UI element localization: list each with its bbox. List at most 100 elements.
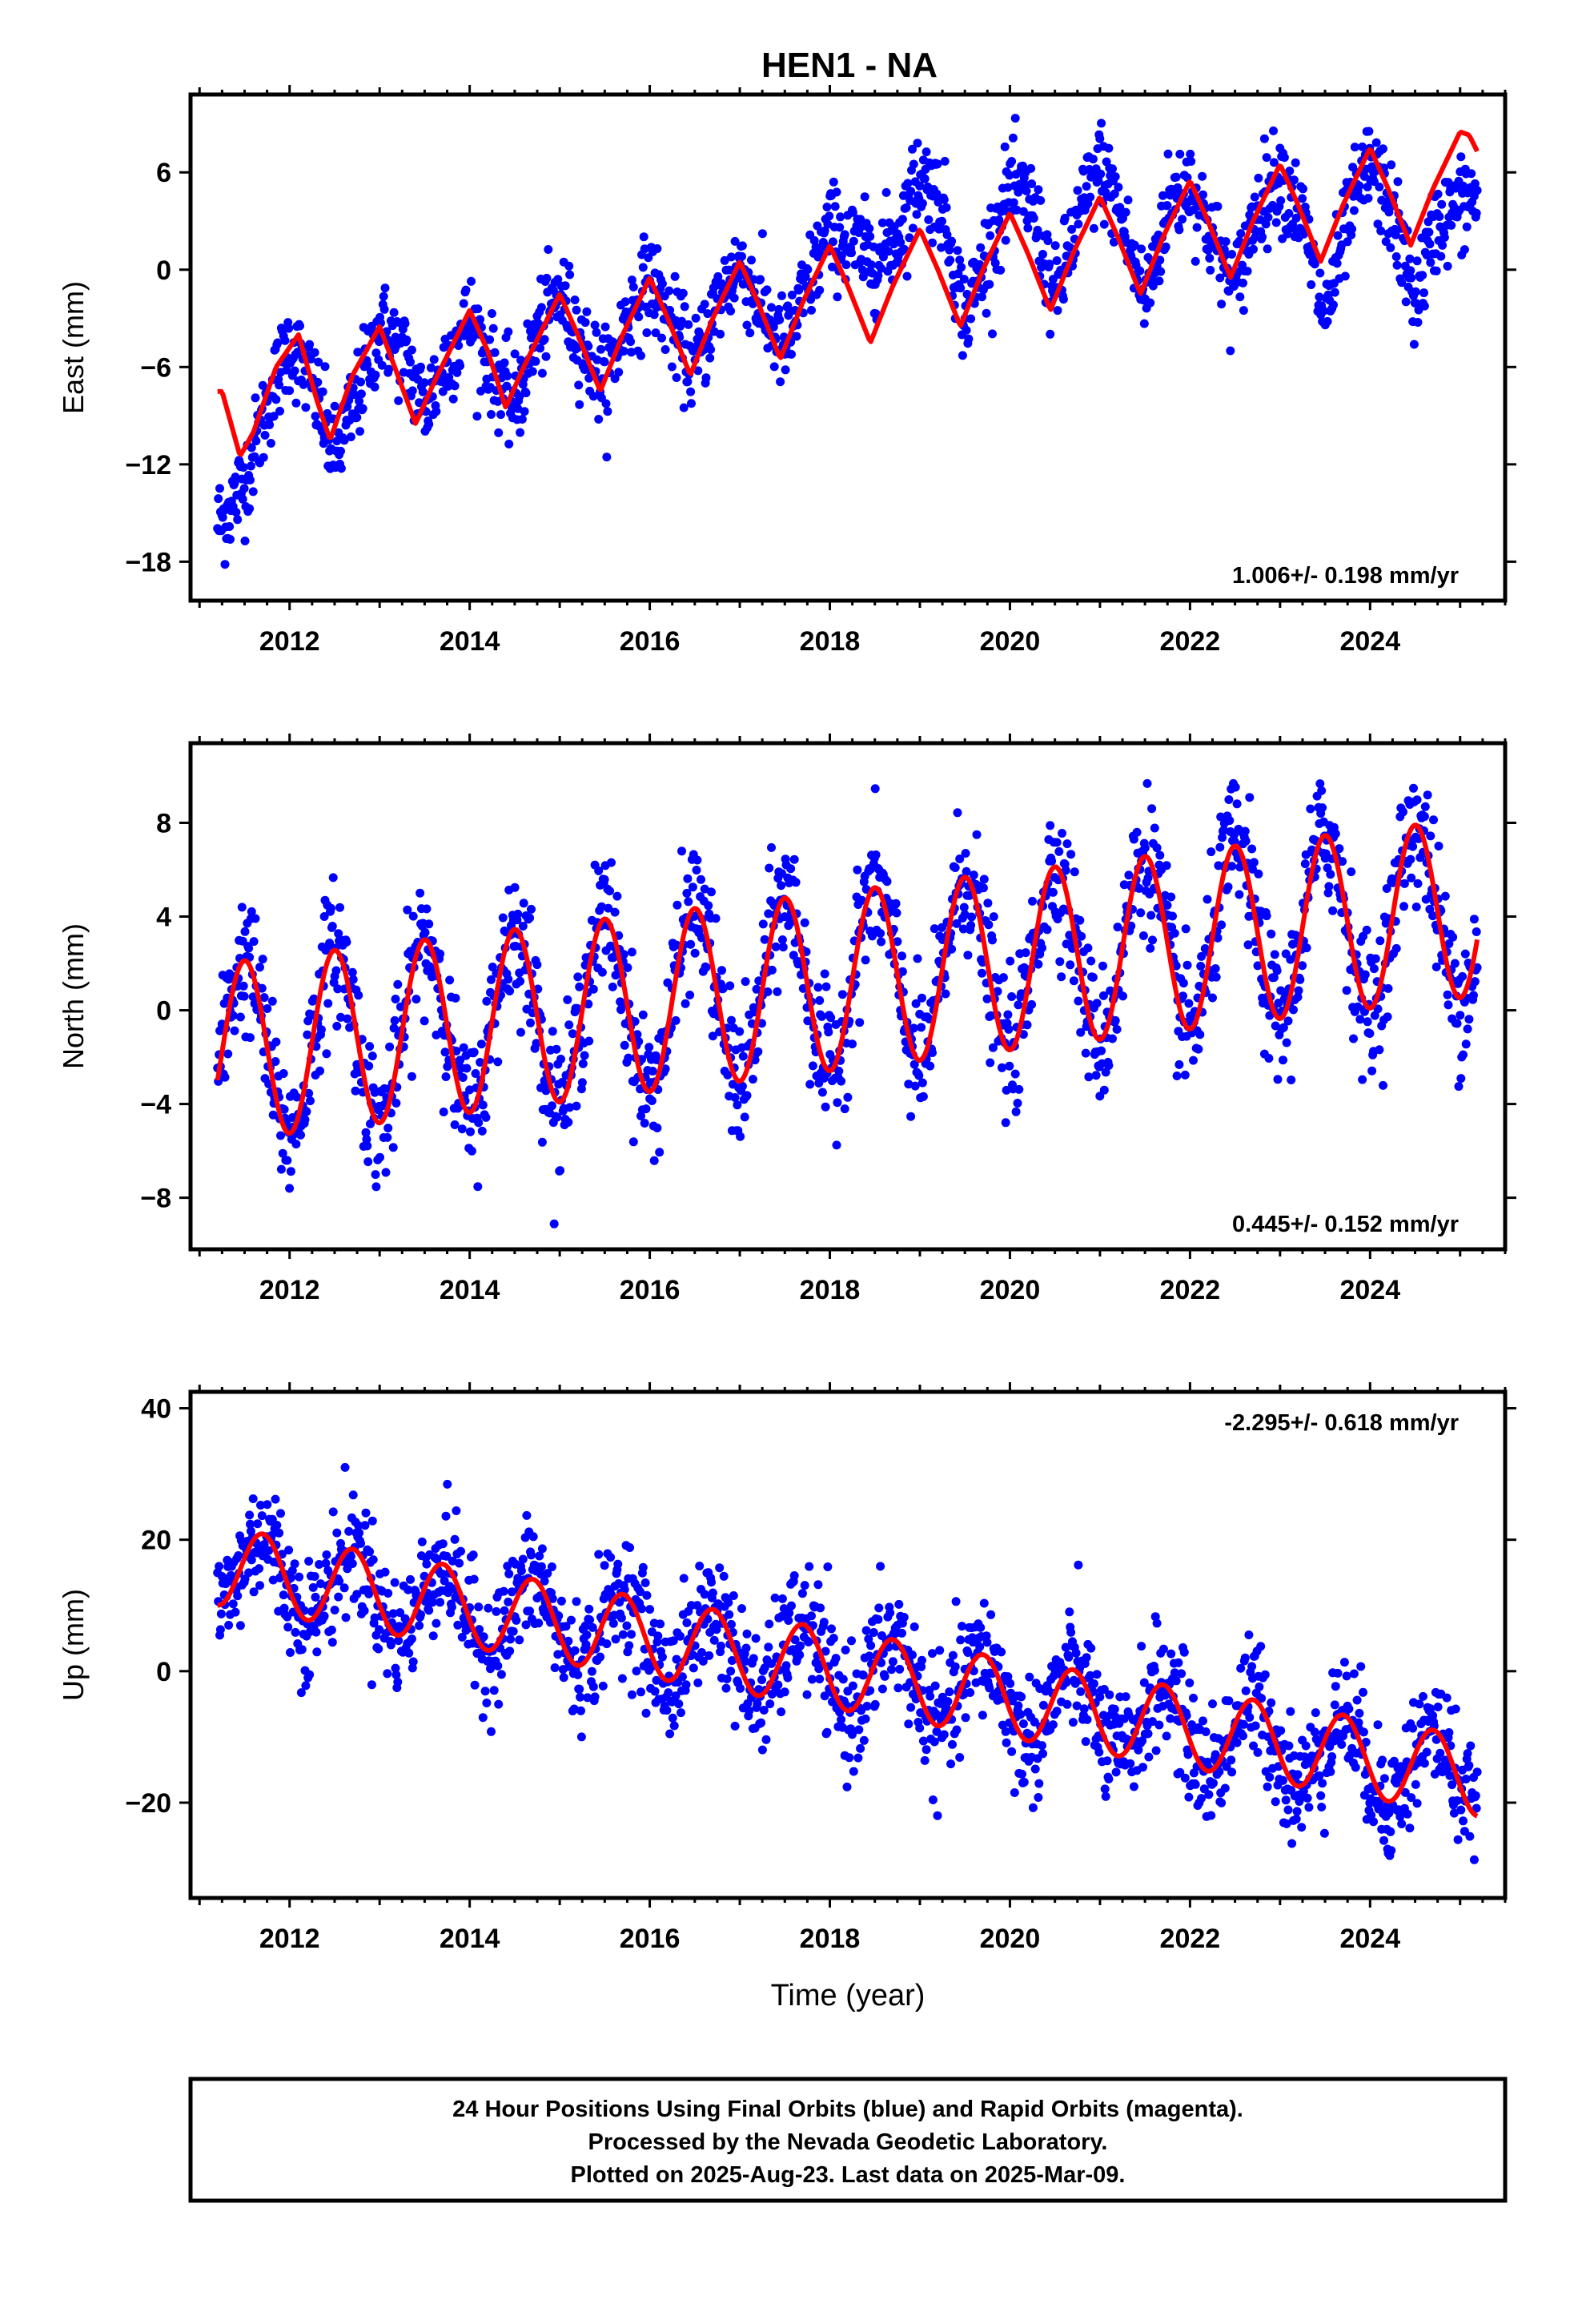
- up-point: [695, 1562, 705, 1570]
- up-point: [759, 1706, 769, 1715]
- north-point: [363, 1157, 373, 1167]
- up-point: [394, 1636, 404, 1646]
- east-point: [582, 307, 592, 316]
- north-point: [1241, 836, 1251, 846]
- north-point: [1147, 804, 1157, 814]
- east-point: [1470, 179, 1480, 188]
- north-point: [1058, 829, 1066, 838]
- up-point: [515, 1635, 524, 1645]
- north-point: [220, 1072, 230, 1082]
- up-point: [231, 1607, 240, 1617]
- up-point: [975, 1642, 985, 1651]
- north-point: [684, 897, 693, 907]
- east-point: [1095, 134, 1105, 143]
- east-point: [448, 394, 458, 404]
- north-point: [1383, 983, 1393, 993]
- north-point: [1046, 821, 1055, 830]
- up-point: [543, 1569, 552, 1578]
- up-point: [638, 1562, 648, 1572]
- east-point: [614, 368, 624, 377]
- north-point: [1469, 991, 1478, 1000]
- up-point: [948, 1739, 957, 1749]
- up-point: [956, 1635, 966, 1645]
- up-point: [404, 1585, 413, 1594]
- north-point: [817, 1088, 827, 1097]
- east-point: [1391, 230, 1400, 239]
- north-point: [300, 1115, 310, 1124]
- north-point: [1279, 1023, 1288, 1032]
- north-point: [1461, 1039, 1471, 1049]
- up-point: [370, 1613, 379, 1622]
- east-point: [299, 380, 308, 389]
- east-point: [1363, 194, 1373, 203]
- east-point: [1045, 259, 1054, 269]
- north-point: [649, 1156, 659, 1165]
- north-point: [1112, 1024, 1122, 1034]
- east-point: [1330, 287, 1339, 297]
- up-point: [312, 1647, 322, 1657]
- north-point: [469, 1047, 479, 1057]
- north-point: [1235, 890, 1244, 899]
- north-point: [978, 883, 988, 893]
- up-point: [475, 1625, 484, 1634]
- north-point: [459, 1043, 468, 1052]
- north-point: [897, 951, 906, 961]
- up-point: [1121, 1692, 1130, 1702]
- east-point: [523, 319, 532, 328]
- up-point: [800, 1581, 809, 1590]
- up-point: [820, 1691, 829, 1701]
- north-point: [1272, 966, 1282, 975]
- north-point: [955, 854, 965, 863]
- north-point: [457, 1124, 467, 1134]
- up-point: [789, 1571, 799, 1580]
- east-point: [473, 304, 483, 314]
- east-point: [620, 297, 630, 307]
- up-point: [682, 1618, 692, 1627]
- north-point: [877, 937, 886, 947]
- up-point: [561, 1622, 571, 1631]
- up-point: [284, 1546, 294, 1555]
- east-point: [928, 238, 937, 247]
- up-point: [895, 1664, 905, 1674]
- up-point: [383, 1589, 393, 1598]
- north-point: [1146, 911, 1156, 920]
- up-point: [268, 1575, 278, 1585]
- east-point: [1376, 226, 1386, 235]
- east-point: [725, 265, 734, 275]
- east-point: [355, 427, 364, 436]
- north-point: [381, 1168, 391, 1177]
- up-point: [500, 1606, 509, 1615]
- up-point: [246, 1519, 255, 1529]
- north-point: [1283, 1016, 1293, 1026]
- east-point: [1009, 198, 1018, 207]
- east-point: [775, 315, 785, 324]
- north-point: [1178, 991, 1187, 1001]
- north-point: [1371, 954, 1380, 963]
- east-point: [828, 237, 837, 247]
- east-point: [652, 244, 662, 253]
- north-point: [516, 1027, 525, 1037]
- east-point: [1139, 319, 1149, 328]
- east-point: [908, 223, 917, 233]
- north-point: [1428, 911, 1438, 921]
- east-point: [703, 309, 713, 319]
- north-point: [1301, 850, 1311, 859]
- east-point: [520, 407, 529, 416]
- north-point: [834, 1067, 844, 1076]
- east-point: [487, 410, 496, 419]
- north-point: [332, 1021, 342, 1031]
- east-point: [978, 292, 986, 302]
- east-point: [454, 341, 464, 350]
- east-point: [358, 404, 367, 413]
- north-point: [1273, 1075, 1283, 1084]
- east-point: [628, 282, 638, 292]
- north-point: [258, 955, 267, 964]
- up-point: [550, 1663, 560, 1672]
- north-point: [1104, 1061, 1114, 1070]
- north-point: [1383, 1012, 1392, 1022]
- north-point: [683, 874, 693, 883]
- north-point: [328, 873, 338, 883]
- east-point: [1456, 152, 1466, 162]
- north-point: [673, 900, 682, 910]
- east-point: [896, 238, 905, 247]
